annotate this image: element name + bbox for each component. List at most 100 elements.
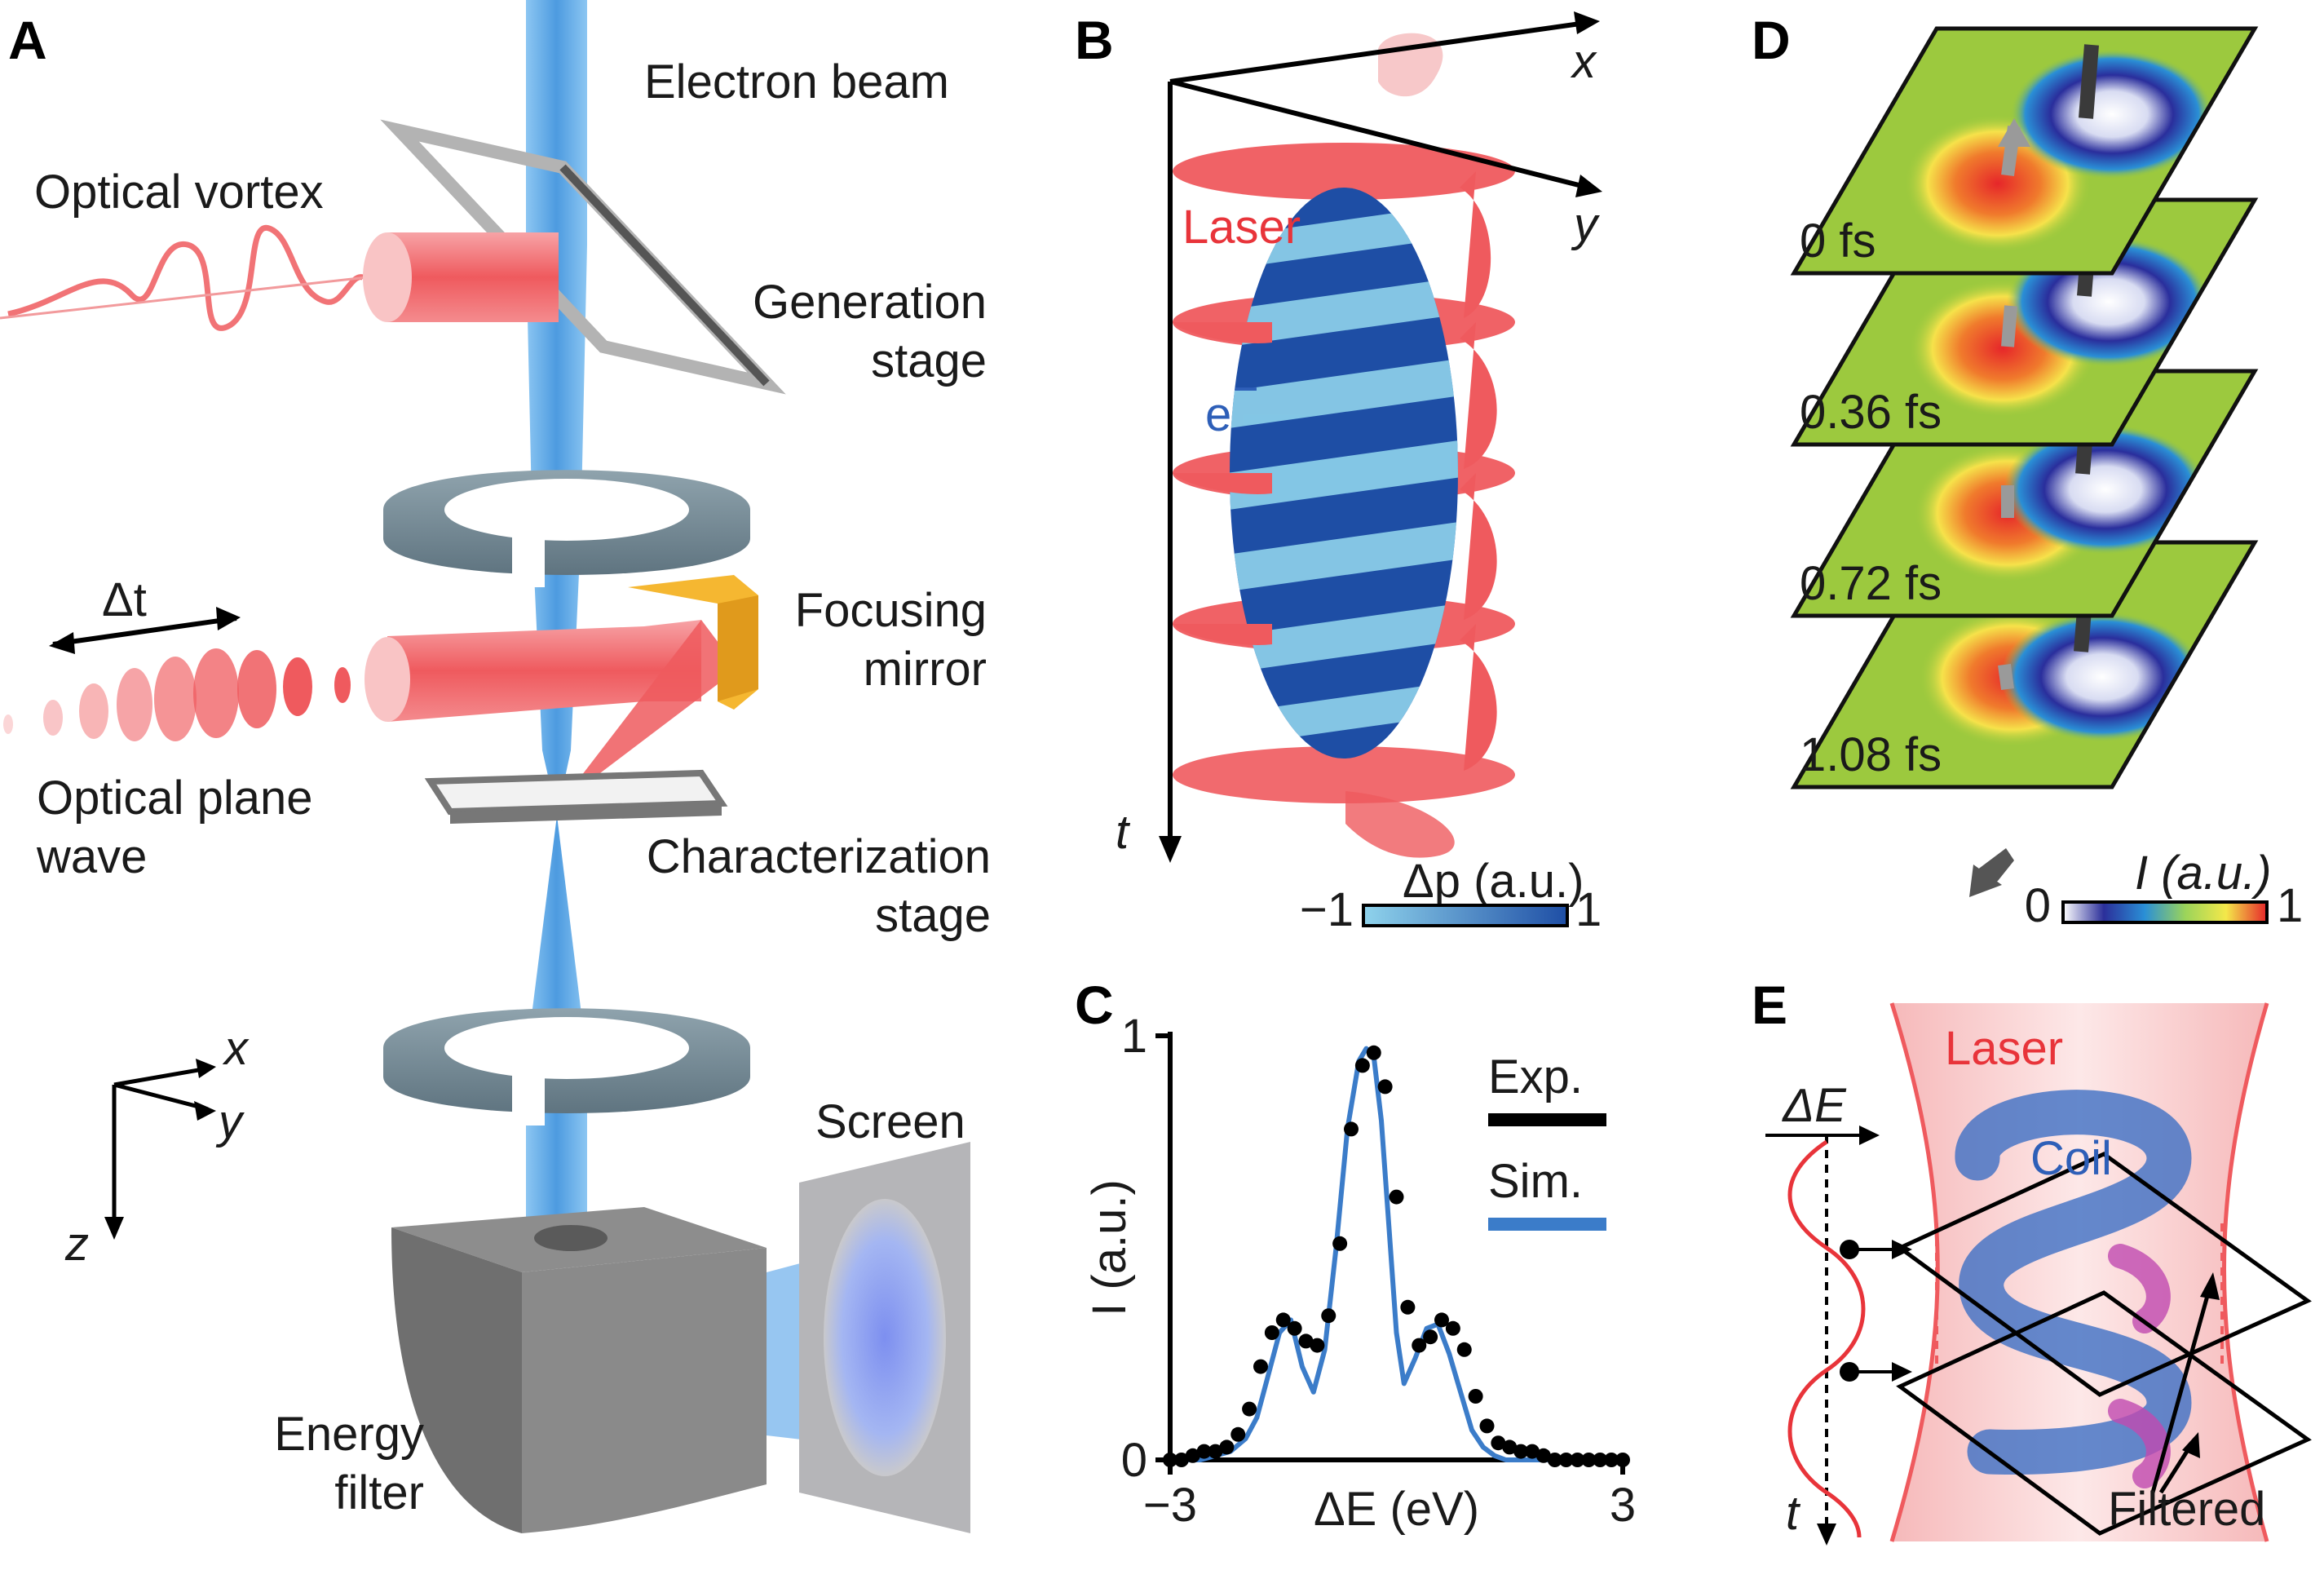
d-frame-label: 0 fs <box>1800 214 1876 268</box>
d-colorbar-max: 1 <box>2277 879 2303 932</box>
c-exp-point <box>1185 1448 1200 1463</box>
e-laser-label: Laser <box>1945 1022 2063 1075</box>
b-electron-sup: − <box>1233 365 1259 414</box>
c-exp-point <box>1242 1401 1257 1417</box>
c-exp-point <box>1525 1444 1540 1459</box>
c-exp-point <box>1445 1320 1460 1336</box>
e-filtered-label: Filtered <box>2108 1483 2265 1536</box>
c-exp-point <box>1344 1121 1359 1137</box>
optical-vortex-beam <box>387 232 559 322</box>
d-frame-label: 1.08 fs <box>1800 728 1942 781</box>
b-electron-label: e <box>1205 388 1231 441</box>
optical-plane-wave-label-2: wave <box>36 830 147 883</box>
c-exp-point <box>1287 1320 1302 1336</box>
panel-d-letter: D <box>1752 10 1791 70</box>
legend-sim-label: Sim. <box>1488 1155 1583 1208</box>
c-exp-point <box>1502 1440 1518 1455</box>
optical-plane-wave-label-1: Optical plane <box>37 772 313 825</box>
d-colorbar-min: 0 <box>2025 879 2051 932</box>
panel-d: D 1.08 fs 0.72 fs 0.36 fs 0 fs I (a.u.) 0 1 <box>1752 10 2303 932</box>
c-exp-point <box>1570 1453 1585 1467</box>
optical-plane-wave-beam <box>387 620 701 722</box>
panel-c: C −3 3 0 1 ΔE (eV) I (a.u.) Exp. Sim. <box>1075 975 1636 1536</box>
b-axis-t: t <box>1116 806 1131 859</box>
c-exp-point <box>1423 1329 1438 1345</box>
c-x-tick-label: −3 <box>1143 1479 1197 1532</box>
panel-e: E ΔE t Laser <box>1752 975 2312 1546</box>
panel-b-letter: B <box>1075 10 1114 70</box>
c-exp-point <box>1253 1359 1268 1374</box>
c-exp-point <box>1196 1444 1212 1459</box>
screen-label: Screen <box>815 1095 965 1148</box>
panel-e-letter: E <box>1752 975 1787 1035</box>
energy-filter-label-2: filter <box>334 1466 424 1519</box>
b-laser-label: Laser <box>1182 201 1301 254</box>
d-slice: 0 fs <box>1790 26 2259 276</box>
c-exp-point <box>1219 1440 1235 1455</box>
c-exp-point <box>1468 1389 1483 1404</box>
e-delta-e-label: ΔE <box>1781 1079 1847 1132</box>
c-exp-point <box>1230 1426 1246 1442</box>
panel-c-letter: C <box>1075 975 1114 1035</box>
axis-z-label: z <box>64 1218 89 1271</box>
c-x-axis-label: ΔE (eV) <box>1314 1483 1479 1536</box>
e-coil-label: Coil <box>2030 1132 2112 1185</box>
characterization-stage-label-2: stage <box>875 889 991 942</box>
legend-sim-swatch <box>1488 1218 1606 1231</box>
c-exp-point <box>1434 1312 1449 1328</box>
e-energy-wave <box>1787 1139 1866 1538</box>
d-colorbar-label: I (a.u.) <box>2135 847 2272 900</box>
c-exp-point <box>1547 1453 1562 1467</box>
axis-y-label: y <box>215 1095 245 1148</box>
c-exp-point <box>1400 1299 1416 1315</box>
c-exp-point <box>1298 1333 1314 1349</box>
d-frame-label: 0.72 fs <box>1800 557 1942 610</box>
c-exp-point <box>1208 1444 1223 1459</box>
electron-beam-top <box>526 0 587 245</box>
optical-vortex-label: Optical vortex <box>34 166 324 219</box>
b-axis-x: x <box>1570 35 1597 88</box>
panel-a-axes <box>112 1066 209 1232</box>
b-colorbar-label: Δp (a.u.) <box>1403 855 1584 908</box>
e-filter-plane-lower <box>1896 1290 2312 1536</box>
b-axis-y: y <box>1571 198 1600 251</box>
c-exp-point <box>1581 1453 1597 1467</box>
c-exp-point <box>1321 1308 1337 1324</box>
energy-filter-side <box>391 1227 522 1533</box>
d-slices: 1.08 fs 0.72 fs 0.36 fs 0 fs <box>1790 26 2259 789</box>
panel-a-letter: A <box>8 10 47 70</box>
characterization-stage-label-1: Characterization <box>647 830 991 883</box>
chart-c: −3 3 0 1 ΔE (eV) I (a.u.) <box>1083 1010 1636 1536</box>
c-exp-point <box>1535 1448 1551 1463</box>
d-colorbar <box>2061 900 2269 924</box>
e-axis-t: t <box>1786 1487 1801 1540</box>
c-y-tick-label: 0 <box>1121 1434 1147 1487</box>
c-exp-point <box>1264 1325 1279 1340</box>
legend-exp-swatch <box>1488 1113 1606 1126</box>
focusing-mirror-label-1: Focusing <box>795 584 987 637</box>
c-exp-point <box>1412 1338 1427 1353</box>
panel-b: B <box>1075 10 1602 936</box>
optical-vortex-wave <box>7 225 365 331</box>
c-exp-point <box>1456 1342 1472 1357</box>
generation-stage-label-2: stage <box>871 334 987 387</box>
focusing-mirror-label-2: mirror <box>864 643 987 696</box>
b-colorbar-max: 1 <box>1575 883 1602 936</box>
e-filter-plane-upper <box>1896 1152 2312 1397</box>
c-exp-point <box>1163 1453 1177 1467</box>
c-exp-point <box>1615 1453 1630 1467</box>
c-x-tick-label: 3 <box>1610 1479 1636 1532</box>
c-exp-point <box>1354 1058 1370 1073</box>
panel-a: A <box>0 0 991 1533</box>
c-y-axis-label: I (a.u.) <box>1083 1179 1136 1316</box>
c-exp-point <box>1173 1453 1189 1467</box>
optical-plane-wave-pulses <box>3 648 387 741</box>
generation-stage-label-1: Generation <box>753 276 987 329</box>
legend-exp-label: Exp. <box>1488 1050 1583 1103</box>
c-exp-point <box>1310 1338 1325 1353</box>
d-frame-label: 0.36 fs <box>1800 386 1942 439</box>
c-exp-point <box>1332 1236 1348 1251</box>
axis-x-label: x <box>222 1022 250 1075</box>
c-exp-point <box>1366 1045 1381 1060</box>
